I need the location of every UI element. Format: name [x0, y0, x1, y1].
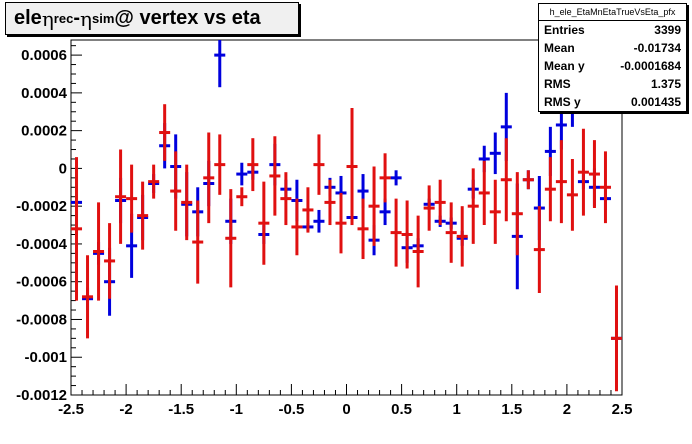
stat-value: -0.0001684 — [620, 59, 681, 73]
stat-label: RMS y — [544, 95, 581, 109]
stat-value: 0.001435 — [630, 95, 681, 109]
x-tick-label: 0.5 — [391, 401, 412, 418]
stat-label: Entries — [544, 23, 585, 37]
y-tick-label: -0.0006 — [16, 274, 67, 291]
title-prefix: ele — [14, 7, 42, 29]
title-minus: - — [73, 7, 80, 29]
stat-value: -0.01734 — [633, 41, 681, 55]
y-tick-label: 0.0006 — [21, 47, 67, 64]
title-sim-subscript: sim — [91, 11, 115, 26]
stat-label: RMS — [544, 77, 571, 91]
y-tick-label: 0.0004 — [21, 85, 68, 102]
y-tick-label: -0.0012 — [16, 387, 67, 404]
stat-label: Mean — [544, 41, 575, 55]
title-eta-sim: η — [80, 6, 92, 31]
x-tick-label: 1 — [453, 401, 461, 418]
y-tick-label: -0.0008 — [16, 311, 67, 328]
stat-row-mean: Mean -0.01734 — [539, 39, 686, 57]
title-eta-rec: η — [41, 6, 54, 31]
x-tick-label: -2.5 — [58, 401, 84, 418]
y-tick-label: 0 — [59, 160, 67, 177]
x-tick-label: 0 — [342, 401, 350, 418]
x-tick-label: 2 — [563, 401, 571, 418]
stat-value: 3399 — [654, 23, 681, 37]
x-tick-label: -0.5 — [278, 401, 304, 418]
title-suffix: @ vertex vs eta — [114, 7, 261, 29]
stat-row-rms-y: RMS y 0.001435 — [539, 93, 686, 111]
data-marks — [71, 40, 622, 392]
y-tick-label: -0.0002 — [16, 198, 67, 215]
x-tick-label: -1.5 — [168, 401, 194, 418]
chart-title: ele η rec - η sim @ vertex vs eta — [5, 2, 299, 35]
x-tick-label: 2.5 — [612, 401, 633, 418]
stats-box: h_ele_EtaMnEtaTrueVsEta_pfx Entries 3399… — [538, 3, 687, 112]
axis-ticks: -2.5 -2 -1.5 -1 -0.5 0 0.5 1 1.5 2 2.5 -0.0012 -0.00… — [16, 45, 633, 418]
stats-histogram-name: h_ele_EtaMnEtaTrueVsEta_pfx — [539, 4, 686, 21]
title-rec-subscript: rec — [53, 11, 74, 26]
x-tick-label: -1 — [230, 401, 243, 418]
stat-row-rms: RMS 1.375 — [539, 75, 686, 93]
stat-label: Mean y — [544, 59, 585, 73]
stat-row-mean-y: Mean y -0.0001684 — [539, 57, 686, 75]
y-tick-label: -0.001 — [24, 349, 67, 366]
x-tick-label: -2 — [119, 401, 132, 418]
stat-value: 1.375 — [650, 77, 681, 91]
y-tick-label: -0.0004 — [16, 236, 68, 253]
y-tick-label: 0.0002 — [21, 123, 67, 140]
stat-row-entries: Entries 3399 — [539, 21, 686, 39]
x-tick-label: 1.5 — [501, 401, 522, 418]
